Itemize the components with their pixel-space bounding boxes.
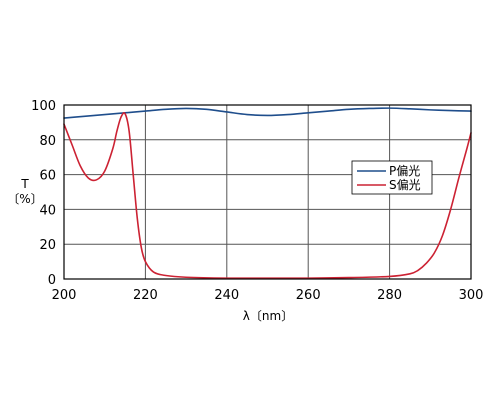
series-line-s <box>63 112 472 279</box>
y-tick-label: 100 <box>31 99 56 114</box>
y-tick-label: 0 <box>48 273 56 288</box>
x-tick-labels: 200 220 240 260 280 300 <box>52 288 484 303</box>
x-tick-label: 260 <box>296 288 321 303</box>
y-axis-title-top: T <box>20 177 29 191</box>
x-tick-label: 220 <box>133 288 158 303</box>
series-layer <box>63 107 472 279</box>
legend: P偏光 S偏光 <box>351 160 433 195</box>
legend-label-p: P偏光 <box>389 163 420 178</box>
x-tick-label: 280 <box>377 288 402 303</box>
y-tick-labels: 0 20 40 60 80 100 <box>31 99 56 288</box>
y-tick-label: 80 <box>39 134 56 149</box>
y-axis-title-bottom: 〔%〕 <box>7 192 42 206</box>
legend-box <box>351 160 433 195</box>
x-tick-label: 200 <box>52 288 77 303</box>
plot-frame <box>63 104 472 280</box>
y-tick-label: 40 <box>39 203 56 218</box>
x-axis-title: λ〔nm〕 <box>243 309 293 323</box>
legend-label-s: S偏光 <box>389 177 421 192</box>
series-line-p <box>63 107 472 119</box>
x-tick-label: 300 <box>459 288 484 303</box>
x-tick-label: 240 <box>214 288 239 303</box>
y-tick-label: 60 <box>39 169 56 184</box>
y-tick-label: 20 <box>39 238 56 253</box>
